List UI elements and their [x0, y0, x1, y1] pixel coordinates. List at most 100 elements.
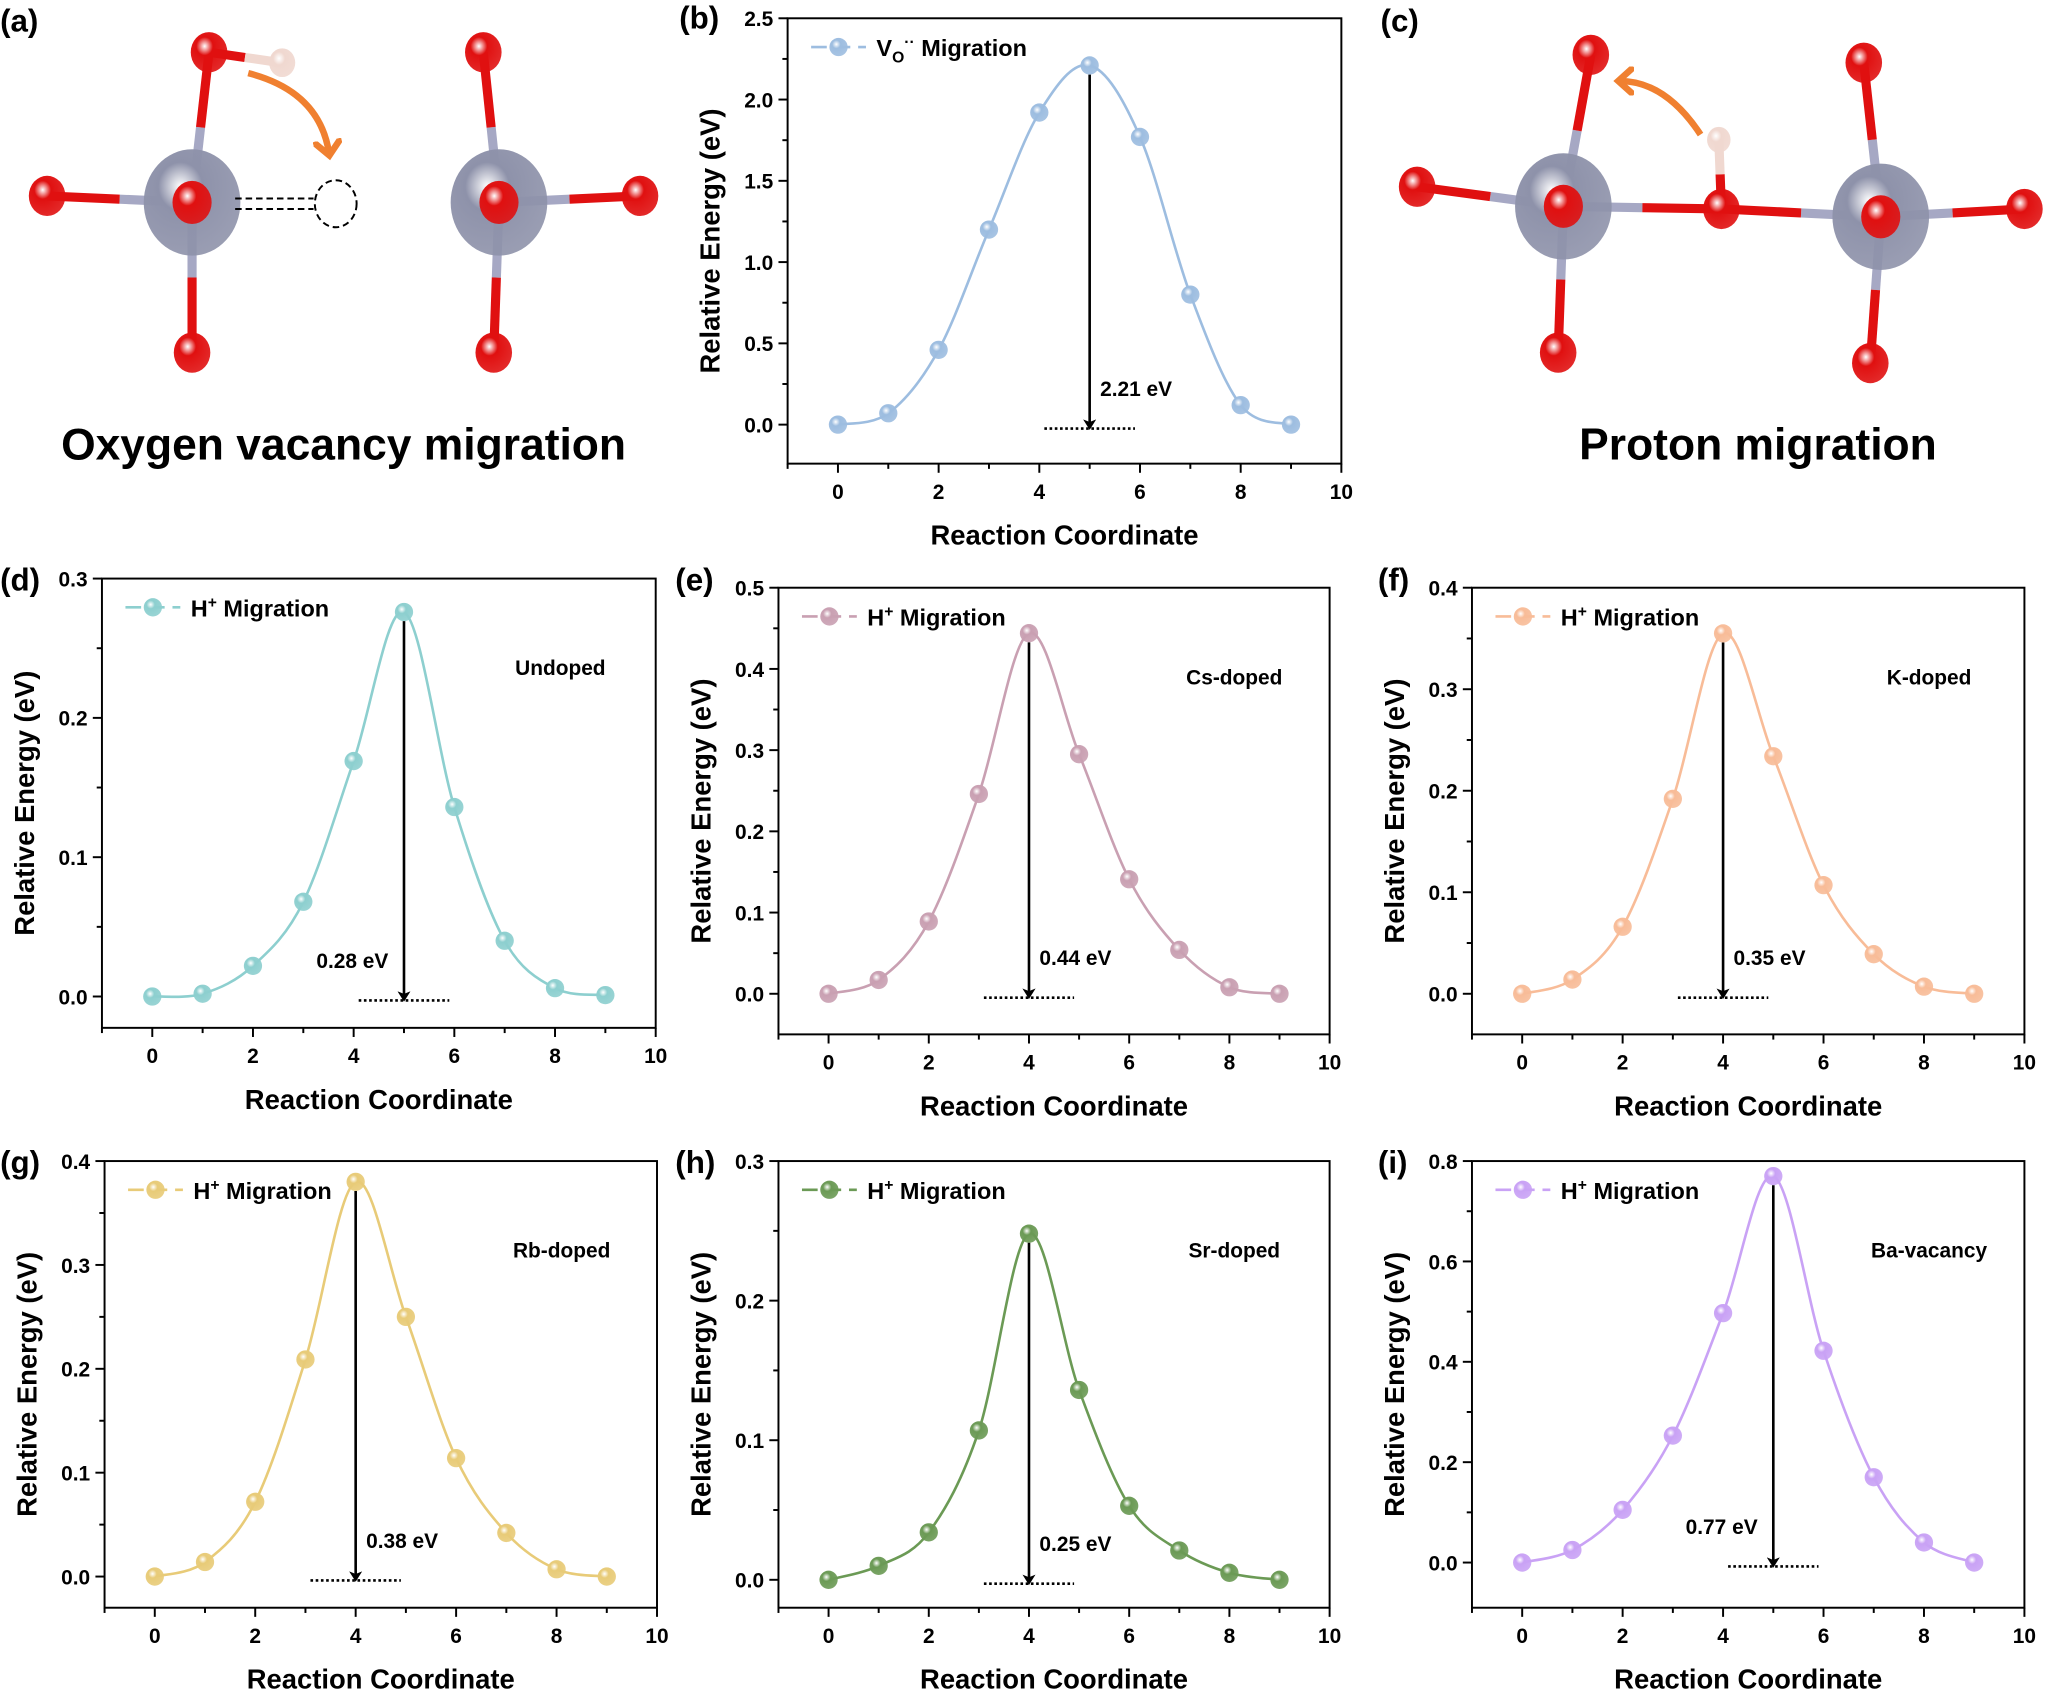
data-point: [919, 1523, 938, 1542]
x-tick-label: 6: [1818, 1052, 1830, 1075]
legend-label: H+ Migration: [1561, 1177, 1699, 1204]
vacancy-site: [313, 179, 358, 229]
dopant-label: Cs-doped: [1186, 666, 1282, 689]
data-point: [1220, 978, 1239, 997]
legend-rest: Migration: [220, 1178, 332, 1204]
data-point: [1220, 1563, 1239, 1582]
y-tick-label: 0.0: [1429, 1552, 1458, 1575]
data-point: [296, 1350, 315, 1369]
oxygen-atom: [190, 32, 228, 73]
y-axis-label: Relative Energy (eV): [686, 1252, 717, 1517]
x-tick-label: 4: [348, 1045, 360, 1068]
oxygen-atom: [28, 175, 66, 217]
legend-rest: Migration: [217, 595, 329, 621]
data-point: [344, 751, 363, 771]
legend-rest: Migration: [1587, 1178, 1699, 1204]
y-tick-label: 0.2: [735, 1290, 764, 1313]
legend-marker: [829, 37, 848, 57]
oxygen-atom: [172, 180, 212, 224]
x-tick-label: 2: [247, 1045, 259, 1068]
data-point: [1181, 285, 1200, 304]
y-tick-label: 0.2: [735, 821, 764, 844]
data-point: [969, 1421, 989, 1440]
x-tick-label: 10: [1318, 1052, 1341, 1075]
x-axis-label: Reaction Coordinate: [1614, 1664, 1882, 1690]
data-point: [1764, 747, 1783, 766]
barrier-label: 0.28 eV: [316, 950, 388, 973]
x-tick-label: 2: [1617, 1052, 1629, 1075]
legend-marker: [1513, 1180, 1533, 1199]
y-tick-label: 0.3: [735, 740, 764, 763]
y-axis-label: Relative Energy (eV): [695, 108, 726, 373]
data-point: [969, 784, 989, 804]
y-axis-label: Relative Energy (eV): [1379, 1252, 1410, 1517]
data-point: [1613, 1500, 1632, 1519]
y-tick-label: 0.5: [735, 578, 764, 601]
oxygen-atom: [1572, 34, 1610, 75]
data-point: [879, 404, 898, 423]
legend-label: H+ Migration: [193, 1177, 331, 1204]
oxygen-atom: [173, 332, 211, 373]
data-point: [346, 1172, 365, 1191]
chart-panel-f: (f) 0 2 4 6 8 10 0.0 0.1 0.2 0.3 0.4 Reaction Coordi…: [1378, 562, 2036, 1121]
chart-panel-b: (b) 0 2 4 6 8 10 0.0 0.5 1.0 1.5 2.0 2.5 Reaction Coo…: [679, 1, 1353, 551]
x-tick-label: 6: [1123, 1052, 1135, 1075]
legend-sup: +: [884, 603, 893, 620]
legend-sup: +: [884, 1177, 893, 1194]
data-point: [394, 602, 414, 622]
data-point: [1663, 789, 1683, 809]
legend-marker: [146, 1180, 165, 1199]
data-point: [1069, 745, 1089, 764]
legend-sup: +: [1578, 1177, 1587, 1194]
y-tick-label: 2.5: [744, 8, 773, 31]
x-axis-label: Reaction Coordinate: [1614, 1090, 1882, 1121]
data-point: [828, 415, 848, 434]
data-point: [1713, 1303, 1733, 1323]
x-tick-label: 2: [923, 1052, 935, 1075]
data-point: [143, 987, 162, 1006]
y-tick-label: 0.0: [735, 1570, 764, 1593]
y-tick-label: 0.1: [1429, 882, 1458, 905]
plot-frame: [100, 577, 657, 1029]
data-point: [495, 931, 514, 950]
migration-arrow: [247, 69, 329, 154]
data-point: [1814, 1341, 1833, 1360]
barrier-label: 0.25 eV: [1039, 1533, 1111, 1556]
data-point: [1270, 1570, 1289, 1589]
y-tick-label: 0.3: [735, 1151, 764, 1174]
panel-letter: (d): [0, 562, 40, 597]
barrier-label: 0.35 eV: [1734, 947, 1806, 970]
x-axis-label: Reaction Coordinate: [247, 1664, 515, 1690]
y-axis-label: Relative Energy (eV): [1379, 679, 1410, 944]
x-tick-label: 2: [1617, 1625, 1629, 1648]
hydrogen-atom: [1707, 126, 1731, 153]
panel-c-letter: (c): [1381, 3, 1419, 38]
chart-panel-i: (i) 0 2 4 6 8 10 0.0 0.2 0.4 0.6 0.8 Reaction Coordi…: [1378, 1145, 2036, 1690]
legend-marker: [143, 598, 163, 617]
x-tick-label: 8: [1235, 481, 1247, 504]
x-tick-label: 4: [350, 1625, 362, 1648]
data-point: [193, 984, 212, 1003]
chart-panel-g: (g) 0 2 4 6 8 10 0.0 0.1 0.2 0.3 0.4 Reaction Coordi…: [0, 1145, 669, 1690]
y-tick-label: 1.5: [744, 171, 773, 194]
dopant-label: Rb-doped: [513, 1240, 610, 1263]
proton-migration-structure: [1398, 34, 2043, 384]
y-axis-label: Relative Energy (eV): [9, 671, 40, 936]
x-tick-label: 10: [2013, 1625, 2036, 1648]
x-tick-label: 10: [1330, 481, 1353, 504]
x-tick-label: 10: [1318, 1625, 1341, 1648]
x-tick-label: 6: [1134, 481, 1146, 504]
data-point: [1281, 415, 1301, 434]
x-axis-label: Reaction Coordinate: [245, 1084, 513, 1115]
y-tick-label: 0.4: [735, 659, 764, 682]
legend-label: H+ Migration: [191, 594, 329, 621]
x-axis-label: Reaction Coordinate: [920, 1664, 1188, 1690]
oxygen-atom: [1845, 42, 1883, 83]
data-point: [1270, 984, 1289, 1003]
legend-sup: +: [1578, 603, 1587, 620]
legend-label: H+ Migration: [867, 1177, 1005, 1204]
oxygen-atom: [1539, 332, 1577, 373]
x-tick-label: 2: [249, 1625, 261, 1648]
data-point: [597, 1567, 616, 1586]
